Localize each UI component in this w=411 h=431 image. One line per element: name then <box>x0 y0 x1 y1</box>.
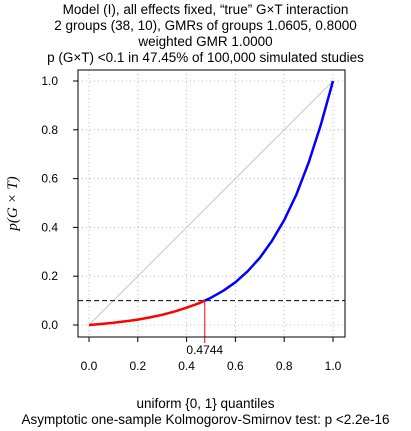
crossing-label: 0.4744 <box>186 343 223 357</box>
series-line-above-threshold <box>204 80 335 302</box>
identity-line <box>88 80 334 326</box>
chart-title-line-1: Model (I), all effects fixed, “true” G×T… <box>62 2 349 17</box>
x-tick-label-3: 0.6 <box>227 359 244 373</box>
y-tick-label-2: 0.4 <box>41 220 58 234</box>
y-tick-label-5: 1.0 <box>41 74 58 88</box>
y-tick-label-1: 0.2 <box>41 269 58 283</box>
y-axis-label: p(G × T) <box>5 176 21 231</box>
series-line-below-threshold <box>88 299 206 327</box>
y-tick-label-3: 0.6 <box>41 172 58 186</box>
x-tick-label-1: 0.2 <box>129 359 146 373</box>
y-tick-label-4: 0.8 <box>41 123 58 137</box>
x-tick-label-0: 0.0 <box>81 359 98 373</box>
y-tick-label-0: 0.0 <box>41 318 58 332</box>
x-axis-label: uniform {0, 1} quantiles <box>136 396 275 411</box>
chart-title-line-2: 2 groups (38, 10), GMRs of groups 1.0605… <box>54 18 357 33</box>
x-tick-label-4: 0.8 <box>276 359 293 373</box>
x-tick-label-5: 1.0 <box>325 359 342 373</box>
plot-frame <box>77 69 346 338</box>
x-tick-label-2: 0.4 <box>178 359 195 373</box>
chart-title-line-3: weighted GMR 1.0000 <box>138 34 273 49</box>
chart-subtitle: Asymptotic one-sample Kolmogorov-Smirnov… <box>21 412 390 427</box>
chart-title-line-4: p (G×T) <0.1 in 47.45% of 100,000 simula… <box>47 50 364 65</box>
